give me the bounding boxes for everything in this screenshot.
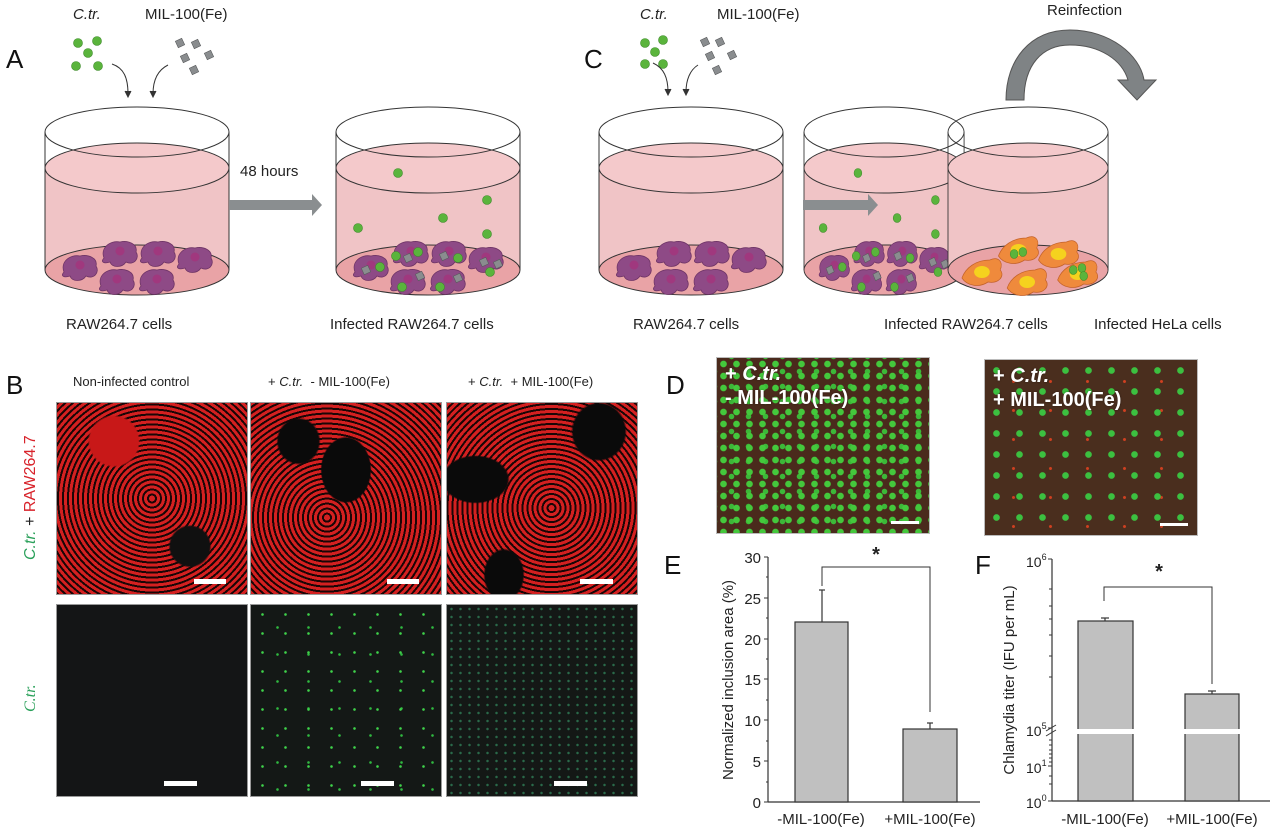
column-header-non-infected: Non-infected control — [73, 374, 189, 389]
y-tick-label: 0 — [753, 795, 761, 812]
micrograph-b-green-control — [56, 604, 248, 797]
mof-reagent-label-a: MIL-100(Fe) — [145, 6, 228, 23]
x-category-label: +MIL-100(Fe) — [1166, 811, 1257, 828]
y-tick-label-1e0: 100 — [1026, 793, 1047, 811]
d-label-1: + C.tr. - MIL-100(Fe) — [725, 362, 848, 410]
ctr-italic-text: C.tr. — [1010, 365, 1050, 387]
dish-caption-infected-c: Infected RAW264.7 cells — [884, 316, 1048, 333]
significance-star: * — [1155, 561, 1163, 583]
reinfection-label: Reinfection — [1047, 2, 1123, 19]
mof-text: + MIL-100(Fe) — [503, 374, 594, 389]
panel-label-b: B — [6, 370, 24, 400]
micrograph-b-red-ctr-plus — [446, 402, 638, 595]
panel-label-d: D — [666, 370, 685, 400]
micrograph-b-red-control — [56, 402, 248, 595]
scale-bar — [164, 781, 197, 786]
y-tick-label: 10 — [744, 713, 761, 730]
scale-bar — [1160, 523, 1188, 526]
x-category-label: -MIL-100(Fe) — [777, 811, 865, 828]
scale-bar — [891, 521, 919, 524]
mof-condition-text: + MIL-100(Fe) — [993, 389, 1122, 411]
ctr-italic-text: C.tr. — [279, 374, 304, 389]
y-tick-label: 25 — [744, 591, 761, 608]
plus-text: + — [993, 365, 1011, 387]
plus-text: + — [268, 374, 280, 389]
panel-label-c: C — [584, 44, 603, 74]
panel-label-a: A — [6, 44, 24, 74]
micrograph-b-green-ctr-minus — [250, 604, 442, 797]
row-label-ctr: C.tr. — [22, 684, 40, 712]
plus-label: + — [22, 512, 39, 531]
chart-e: 0 5 10 15 20 25 30 * -MIL-100(Fe) +MIL-1… — [720, 544, 980, 828]
arrow-label-48h-a: 48 hours — [240, 163, 299, 180]
x-category-label: -MIL-100(Fe) — [1061, 811, 1149, 828]
mof-reagent-label-c: MIL-100(Fe) — [717, 6, 800, 23]
mof-particles-a — [173, 36, 216, 77]
schematic-illustration — [44, 29, 1158, 296]
plus-text: + — [725, 363, 743, 385]
column-header-ctr-plus-mof: + C.tr. + MIL-100(Fe) — [468, 374, 593, 389]
y-tick-label-1e1: 101 — [1026, 758, 1047, 776]
plus-text: + — [468, 374, 480, 389]
micrograph-b-red-ctr-minus — [250, 402, 442, 595]
panel-label-e: E — [664, 550, 682, 580]
y-axis-label: Chlamydia titer (IFU per mL) — [1001, 585, 1018, 774]
dish-caption-raw-c: RAW264.7 cells — [633, 316, 740, 333]
ctr-green-label: C.tr. — [22, 530, 39, 560]
scale-bar — [387, 579, 419, 584]
ctr-green-label: C.tr. — [22, 684, 39, 712]
scale-bar — [580, 579, 613, 584]
x-category-label: +MIL-100(Fe) — [884, 811, 975, 828]
bar-minus-mof-titer — [1077, 620, 1134, 802]
d-label-2: + C.tr. + MIL-100(Fe) — [993, 364, 1121, 412]
dish-caption-raw-a: RAW264.7 cells — [66, 316, 173, 333]
scale-bar — [554, 781, 587, 786]
bar-plus-mof-titer — [1184, 693, 1240, 802]
chart-f: * 106 105 101 100 -MIL-100(Fe) +MIL-100(… — [1001, 552, 1270, 828]
significance-star: * — [872, 544, 880, 566]
micrograph-b-green-ctr-plus — [446, 604, 638, 797]
scale-bar — [194, 579, 226, 584]
ctr-reagent-label-c: C.tr. — [640, 6, 668, 23]
ctr-bacteria-cluster-a — [71, 36, 103, 71]
micrograph-d-minus-mof: + C.tr. - MIL-100(Fe) — [716, 357, 930, 534]
mof-condition-text: - MIL-100(Fe) — [725, 387, 849, 409]
panel-label-f: F — [975, 550, 991, 580]
ctr-italic-text: C.tr. — [742, 363, 782, 385]
scale-bar — [361, 781, 394, 786]
y-tick-label: 20 — [744, 632, 761, 649]
dish-caption-hela-c: Infected HeLa cells — [1094, 316, 1222, 333]
y-tick-label-1e5: 105 — [1026, 721, 1047, 739]
bar-plus-mof — [902, 728, 958, 803]
raw-red-label: RAW264.7 — [22, 435, 39, 513]
y-tick-label-1e6: 106 — [1026, 552, 1047, 570]
ctr-reagent-label-a: C.tr. — [73, 6, 101, 23]
y-tick-label: 15 — [744, 672, 761, 689]
row-label-merged: C.tr. + RAW264.7 — [22, 435, 40, 560]
column-header-ctr-minus-mof: + C.tr. - MIL-100(Fe) — [268, 374, 390, 389]
bar-minus-mof — [794, 621, 849, 803]
y-tick-label: 5 — [753, 754, 761, 771]
y-axis-label: Normalized inclusion area (%) — [720, 580, 737, 780]
dish-caption-infected-a: Infected RAW264.7 cells — [330, 316, 494, 333]
mof-particles-c — [698, 35, 739, 77]
ctr-italic-text: C.tr. — [479, 374, 504, 389]
y-tick-label: 30 — [744, 550, 761, 567]
column-header-text: Non-infected control — [73, 374, 190, 389]
mof-text: - MIL-100(Fe) — [303, 374, 390, 389]
micrograph-d-plus-mof: + C.tr. + MIL-100(Fe) — [984, 359, 1198, 536]
